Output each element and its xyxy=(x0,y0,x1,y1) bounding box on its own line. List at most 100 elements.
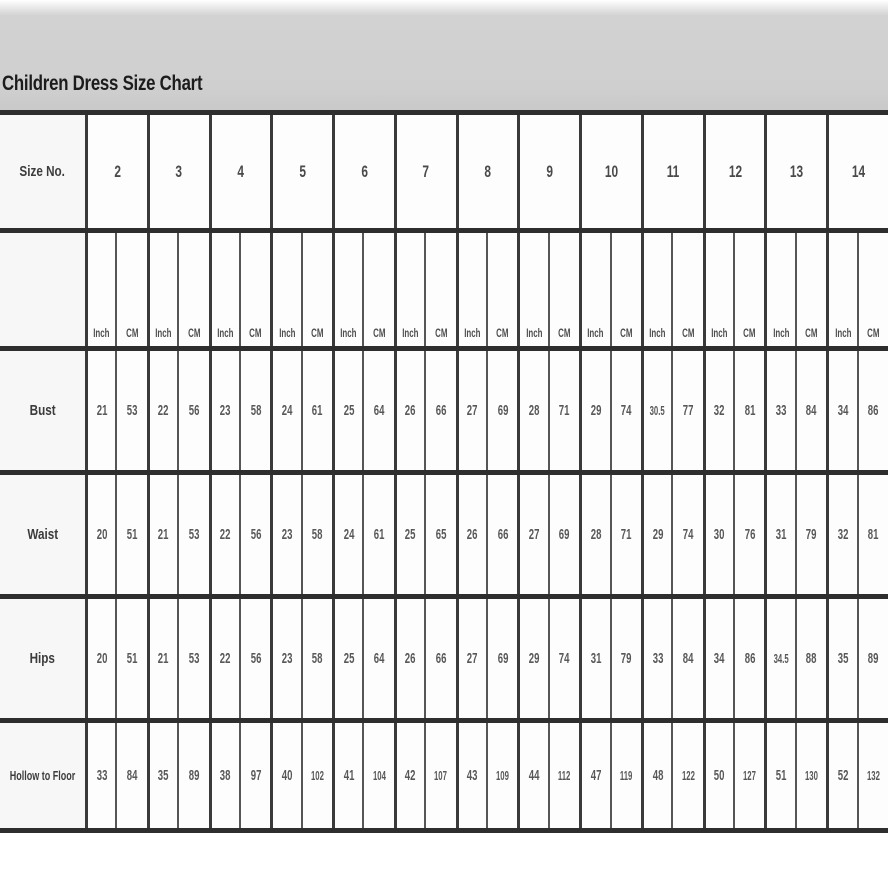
cell-value: 28 xyxy=(528,402,540,419)
cell-cm: 69 xyxy=(487,351,518,470)
measurement-column-group: 38 97 xyxy=(211,723,274,828)
size-number-cell: 6 xyxy=(335,115,394,228)
size-chart-table: Size No. 2 3 4 5 6 7 8 9 10 11 12 13 14 Inch CM Inch CM… xyxy=(0,115,888,888)
measurement-column-group: 26 66 xyxy=(396,351,459,470)
size-number-label: 7 xyxy=(422,161,430,181)
size-number-cell: 7 xyxy=(396,115,456,228)
measurement-column-group: 29 74 xyxy=(643,475,706,594)
cell-value: 84 xyxy=(682,650,694,667)
cell-cm: 104 xyxy=(364,723,394,828)
measurement-groups: 20 51 21 53 22 56 23 58 25 64 26 66 27 69 29 74 31 79 33 84… xyxy=(88,599,888,718)
cell-cm: 81 xyxy=(858,475,888,594)
cell-value: 56 xyxy=(188,402,200,419)
cell-cm: 53 xyxy=(117,351,147,470)
cell-value: 25 xyxy=(405,526,416,543)
unit-header-label: CM xyxy=(249,326,262,340)
cell-inch: 31 xyxy=(582,599,612,718)
cell-value: 32 xyxy=(714,402,725,419)
unit-header-label: Inch xyxy=(93,326,110,340)
cell-cm: 58 xyxy=(240,351,271,470)
measurement-column-group: 31 79 xyxy=(582,599,644,718)
cell-inch: 26 xyxy=(396,351,427,470)
cell-inch: 34 xyxy=(829,351,859,470)
size-column-group: 13 xyxy=(767,115,830,228)
size-number-cell: 10 xyxy=(582,115,641,228)
unit-header-inch: Inch xyxy=(767,233,797,346)
cell-value: 109 xyxy=(496,768,510,783)
cell-value: 44 xyxy=(528,767,540,784)
unit-groups: Inch CM Inch CM Inch CM Inch CM Inch CM Inch CM Inch… xyxy=(88,233,888,346)
size-number-label: 4 xyxy=(237,161,245,181)
cell-value: 61 xyxy=(373,526,385,543)
cell-value: 79 xyxy=(806,526,817,543)
cell-cm: 66 xyxy=(426,599,456,718)
size-number-label: 8 xyxy=(484,161,492,181)
cell-value: 20 xyxy=(96,526,108,543)
table-data-rows: Bust 21 53 22 56 23 58 24 61 25 64 26 66 27 69 28 71 29 74… xyxy=(0,351,888,833)
unit-column-group: Inch CM xyxy=(582,233,644,346)
measurement-column-group: 21 53 xyxy=(149,475,212,594)
size-column-group: 6 xyxy=(335,115,397,228)
size-number-label: 13 xyxy=(790,161,804,181)
measurement-column-group: 29 74 xyxy=(520,599,583,718)
cell-value: 69 xyxy=(497,402,509,419)
cell-value: 22 xyxy=(158,402,169,419)
cell-cm: 97 xyxy=(240,723,271,828)
cell-value: 53 xyxy=(188,526,200,543)
cell-value: 74 xyxy=(559,650,570,667)
size-column-group: 12 xyxy=(705,115,768,228)
cell-value: 66 xyxy=(435,402,447,419)
size-number-cell: 9 xyxy=(520,115,580,228)
measurement-column-group: 26 66 xyxy=(458,475,521,594)
row-header-label: Bust xyxy=(29,402,56,419)
size-number-label: 11 xyxy=(666,161,680,181)
cell-value: 97 xyxy=(250,767,261,784)
cell-cm: 74 xyxy=(611,351,641,470)
cell-cm: 88 xyxy=(796,599,827,718)
unit-header-inch: Inch xyxy=(582,233,612,346)
unit-header-inch: Inch xyxy=(335,233,365,346)
unit-header-inch: Inch xyxy=(458,233,488,346)
cell-inch: 40 xyxy=(273,723,303,828)
cell-value: 21 xyxy=(96,402,108,419)
cell-cm: 86 xyxy=(735,599,765,718)
measurement-column-group: 30 76 xyxy=(705,475,768,594)
cell-value: 69 xyxy=(559,526,570,543)
cell-value: 21 xyxy=(158,650,169,667)
cell-value: 64 xyxy=(373,402,385,419)
measurement-column-group: 23 58 xyxy=(211,351,274,470)
cell-value: 26 xyxy=(405,402,416,419)
cell-inch: 25 xyxy=(335,351,365,470)
unit-header-label: Inch xyxy=(464,326,481,340)
measurement-column-group: 22 56 xyxy=(211,599,274,718)
cell-value: 22 xyxy=(219,526,231,543)
cell-value: 76 xyxy=(744,526,756,543)
unit-header-inch: Inch xyxy=(88,233,118,346)
size-column-group: 8 xyxy=(458,115,521,228)
unit-header-label: Inch xyxy=(649,326,666,340)
cell-value: 51 xyxy=(775,767,787,784)
cell-value: 122 xyxy=(681,768,695,783)
cell-inch: 42 xyxy=(396,723,427,828)
row-header-label: Waist xyxy=(27,526,58,543)
cell-cm: 69 xyxy=(487,599,518,718)
measurement-column-group: 30.5 77 xyxy=(643,351,706,470)
unit-header-inch: Inch xyxy=(520,233,550,346)
page-title: Children Dress Size Chart xyxy=(2,72,203,95)
cell-value: 30.5 xyxy=(650,403,666,418)
cell-inch: 31 xyxy=(767,475,797,594)
cell-cm: 127 xyxy=(735,723,765,828)
measurement-column-group: 24 61 xyxy=(335,475,397,594)
unit-header-label: Inch xyxy=(217,326,234,340)
measurement-column-group: 20 51 xyxy=(88,599,150,718)
cell-inch: 52 xyxy=(829,723,859,828)
cell-inch: 50 xyxy=(705,723,736,828)
cell-value: 89 xyxy=(188,767,200,784)
unit-header-cm: CM xyxy=(240,233,271,346)
unit-header-label: CM xyxy=(311,326,324,340)
unit-header-label: CM xyxy=(372,326,386,340)
unit-header-inch: Inch xyxy=(643,233,674,346)
measurement-column-group: 35 89 xyxy=(829,599,888,718)
unit-header-inch: Inch xyxy=(149,233,180,346)
unit-column-group: Inch CM xyxy=(458,233,521,346)
